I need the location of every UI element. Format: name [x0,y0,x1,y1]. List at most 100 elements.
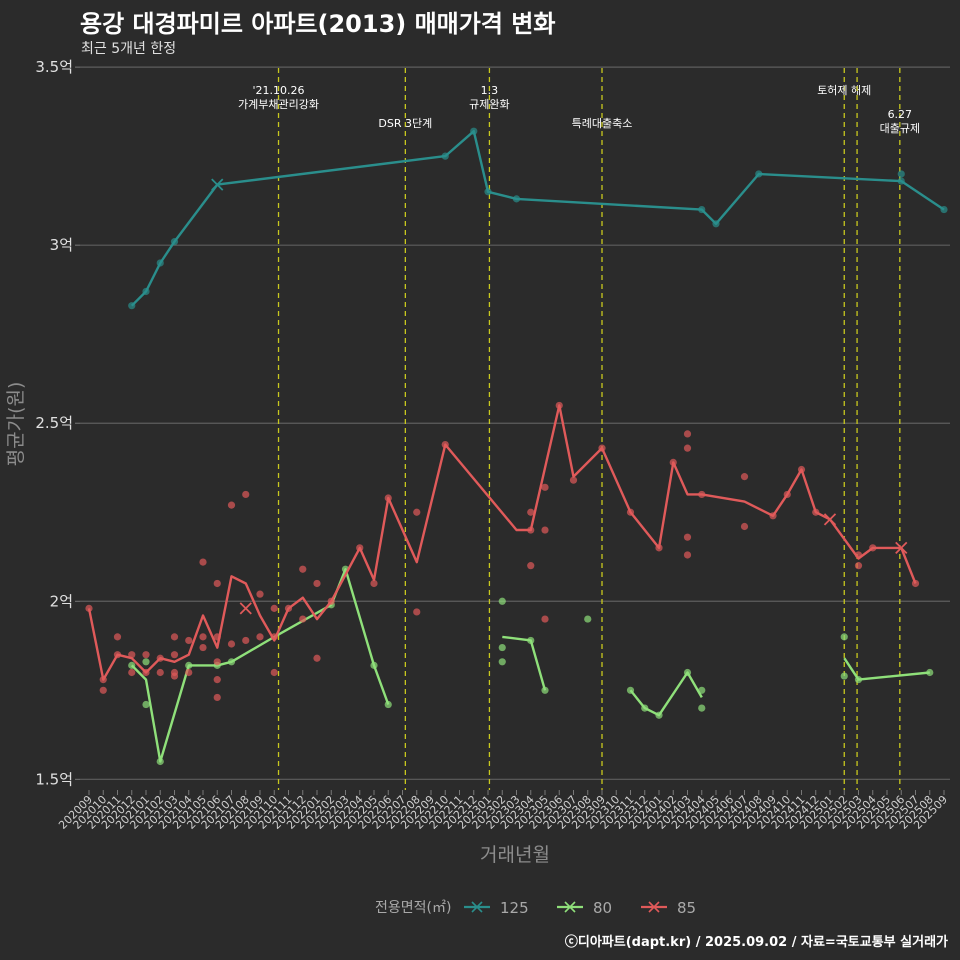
data-point-80 [527,636,535,645]
data-point-125 [470,127,478,135]
data-point-80 [854,676,863,684]
data-point-80 [156,757,164,766]
data-point-80 [926,668,934,677]
data-point-85 [128,651,136,659]
event-label: 규제완화 [469,98,509,111]
data-point-85 [740,473,749,481]
y-axis-title: 평균가(원) [5,382,27,467]
y-tick-label: 2억 [50,592,73,610]
legend-key-x [564,901,576,913]
data-point-85 [242,636,250,645]
data-point-125 [897,177,905,185]
event-label: 특례대출축소 [572,117,633,130]
legend-item-85: 85 [641,899,696,917]
data-point-85 [170,651,179,659]
data-point-85 [199,558,207,566]
x-marker-85 [895,541,908,554]
data-point-85 [441,440,449,449]
data-point-85 [213,658,221,666]
data-point-80 [626,686,635,694]
legend-key-x [471,901,483,913]
data-point-80 [698,704,706,712]
data-point-85 [541,483,549,491]
x-marker-stroke [823,513,837,526]
legend-label: 125 [500,899,529,917]
data-point-85 [598,444,606,452]
data-point-85 [142,668,150,677]
data-point-125 [940,205,948,214]
y-tick-label: 3억 [50,236,73,254]
data-point-85 [854,551,863,559]
data-point-125 [712,220,720,228]
x-marker-stroke [895,541,908,554]
data-point-125 [897,170,905,178]
data-point-85 [683,444,692,452]
y-tick-label: 2.5억 [35,414,73,432]
event-label: 1.3 [481,84,499,97]
data-point-85 [213,579,221,588]
data-point-80 [142,658,150,666]
data-point-80 [655,711,663,719]
x-marker-125 [211,178,224,191]
data-point-85 [256,633,264,641]
legend-label: 80 [593,899,612,917]
data-point-85 [299,565,307,573]
data-point-80 [683,668,692,677]
data-point-85 [698,490,706,499]
data-point-85 [569,476,578,484]
data-point-85 [85,604,93,612]
data-point-125 [441,152,449,160]
data-point-85 [356,544,364,552]
data-point-85 [284,604,293,612]
event-label: 대출규제 [880,122,920,135]
data-point-85 [213,693,221,702]
data-point-85 [156,654,164,662]
data-point-85 [783,490,791,499]
event-label: 6.27 [888,108,913,121]
y-tick-label: 3.5억 [35,58,73,76]
legend-key-x [648,901,660,913]
grid [80,66,950,780]
data-point-85 [797,465,806,474]
data-point-85 [683,551,692,559]
data-credit: ⓒ디아파트(dapt.kr) / 2025.09.02 / 자료=국토교통부 실… [564,935,948,950]
event-label: '21.10.26 [253,84,305,97]
data-point-125 [698,205,706,214]
series-85 [85,401,920,702]
series-line-80 [629,671,703,717]
data-point-80 [541,686,549,694]
data-point-85 [113,633,122,641]
data-point-85 [541,526,549,534]
x-marker-85 [239,602,252,615]
data-point-80 [384,700,392,709]
data-point-85 [683,430,692,438]
data-point-125 [484,188,492,196]
data-point-125 [156,259,164,267]
data-point-85 [327,597,335,605]
data-point-85 [313,654,321,662]
data-point-85 [270,633,278,641]
y-tick-label: 1.5억 [35,770,73,788]
data-point-80 [641,704,649,712]
data-point-80 [185,661,193,669]
legend-title: 전용면적(㎡) [375,900,451,916]
data-point-85 [626,508,635,516]
legend: 전용면적(㎡) 125 80 85 [375,899,696,917]
data-point-85 [527,508,535,516]
data-point-80 [840,672,848,680]
data-point-85 [227,640,236,648]
data-point-80 [227,658,236,666]
data-point-80 [142,700,150,709]
legend-item-125: 125 [464,899,529,917]
data-point-85 [740,522,749,531]
data-point-85 [270,668,278,677]
series [85,127,948,766]
series-125 [128,127,948,310]
data-point-80 [698,686,706,694]
data-point-80 [840,633,848,641]
series-line-85 [87,404,917,681]
event-label: 가계부채관리강화 [238,98,319,111]
data-point-85 [213,676,221,684]
